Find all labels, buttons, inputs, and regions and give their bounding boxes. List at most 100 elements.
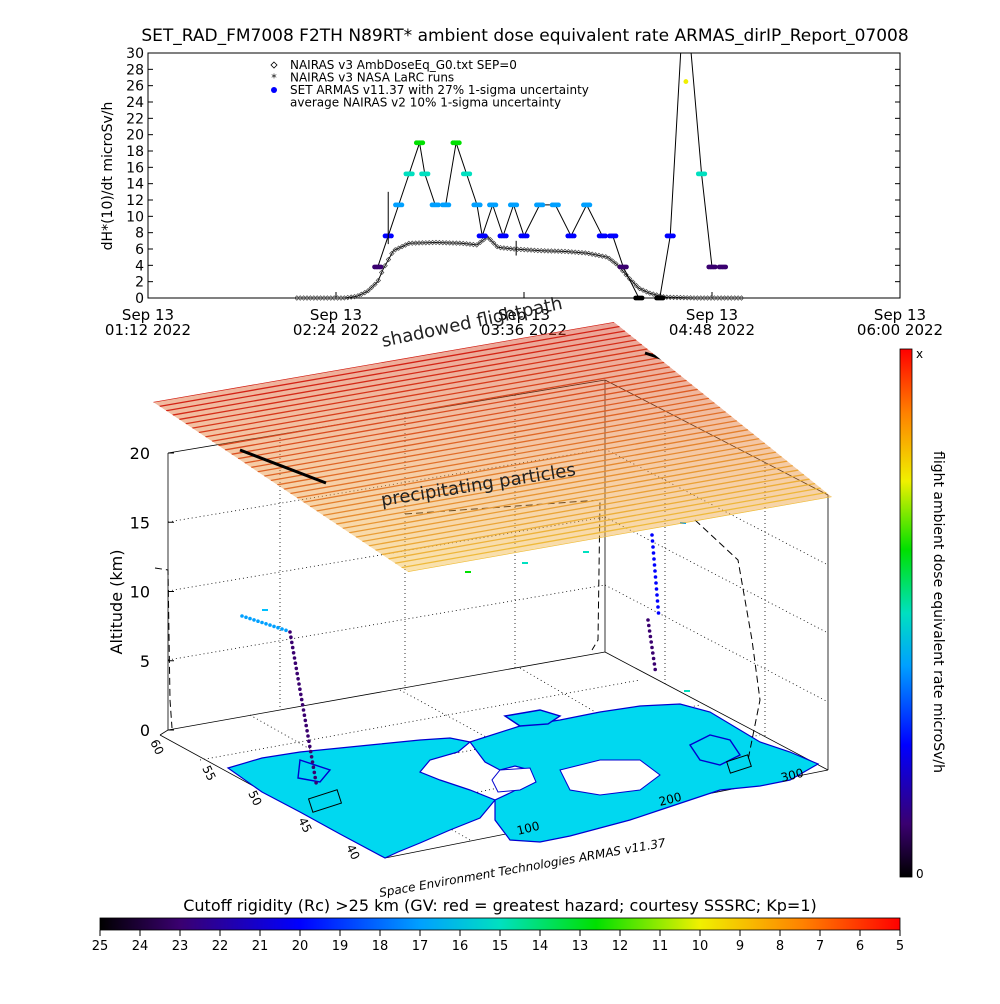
rigidity-tick-label: 13 [572,939,589,954]
nairas-diamond-marker [345,294,351,301]
armas-dot-marker [420,140,426,146]
particle-line [388,482,816,560]
rigidity-colorbar-title: Cutoff rigidity (Rc) >25 km (GV: red = g… [183,896,817,915]
particle-line [237,379,687,460]
nairas-diamond-marker [518,246,524,253]
flight-dot [262,609,268,611]
particle-line [277,406,721,486]
rigidity-colorbar-ticks: 25 24 23 22 21 20 19 18 17 16 15 14 13 12 11 10 9 8 7 6 5 [92,930,904,954]
nairas-diamond-marker [708,295,714,301]
armas-dot-marker [446,202,452,208]
nairas-diamond-marker [297,295,303,301]
flight-dot [291,651,296,655]
particle-line [329,442,766,521]
dose-colorbar-top-label: x [916,347,923,361]
departure-marker [307,789,343,813]
armas-dot-marker [671,233,676,239]
nairas-diamond-marker [609,258,616,264]
nairas-diamond-marker [443,240,449,246]
latitude-tick-label: 60 [147,737,166,757]
nairas-diamond-marker [728,295,735,301]
precipitating-particles-sheet [153,322,832,572]
nairas-diamond-marker [732,295,738,301]
x-tick-label-line2: 04:48 2022 [669,321,755,339]
nairas-diamond-marker [317,295,324,301]
nairas-diamond-marker [687,295,694,301]
particle-line [250,388,698,469]
rigidity-tick-label: 16 [452,939,469,954]
flight-dot [309,755,314,759]
particle-line [283,411,726,490]
dose-colorbar-title: flight ambient dose equivalent rate micr… [930,451,946,773]
armas-dot-marker [399,202,405,208]
gridline [604,516,829,634]
nairas-diamond-marker [718,295,724,301]
particle-line [316,433,754,512]
y-tick-label: 24 [126,95,144,111]
armas-dot-marker [425,171,431,177]
rigidity-tick-label: 12 [612,939,629,954]
flight-dot [303,718,308,723]
nairas-diamond-marker [721,295,728,301]
rigidity-tick-label: 14 [532,939,549,954]
nairas-diamond-marker [355,293,361,299]
rigidity-tick-label: 8 [776,939,784,954]
flight-dot [268,623,272,627]
x-tick-label-line1: Sep 13 [498,306,550,324]
arrival-marker [726,754,752,774]
y-tick-label: 26 [126,79,144,95]
shadowed-flightpath [154,499,761,761]
nairas-diamond-marker [436,239,443,246]
armas-dot-marker [571,233,577,239]
y-tick-label: 6 [135,242,144,258]
nairas-diamond-marker [385,256,392,263]
nairas-diamond-marker [372,281,378,288]
nairas-diamond-marker [538,247,544,254]
latitude-tick-label: 50 [245,788,264,808]
y-tick-label: 14 [126,177,144,193]
armas-dot-marker [503,233,509,239]
flight-dot [650,539,655,543]
legend-asterisk-icon: * [271,72,277,85]
x-tick-label-line2: 02:24 2022 [293,321,379,339]
nairas-diamond-marker [480,237,487,243]
flight-dot [290,645,295,650]
flight-dot [646,618,650,622]
rigidity-tick-label: 15 [492,939,509,954]
particle-line [394,487,821,564]
particle-line [165,330,626,412]
nairas-diamond-marker [524,247,531,253]
armas-dot-marker [456,140,462,146]
particle-line [401,491,827,569]
flight-dot [293,661,298,665]
flight-dot [648,634,653,639]
particle-line [355,460,788,538]
flight-dot [294,666,299,671]
latitude-tick-label: 40 [343,842,362,862]
nairas-diamond-marker [368,284,375,291]
x-tick-label-line1: Sep 13 [874,306,926,324]
armas-dot-marker [639,295,645,301]
nairas-diamond-marker [684,295,690,301]
nairas-diamond-marker [531,247,538,254]
armas-dot-marker [467,171,473,177]
y-tick-label: 10 [126,209,144,225]
greenland [491,767,537,793]
nairas-diamond-marker [681,294,687,301]
nairas-diamond-marker [694,295,701,301]
particle-line [159,325,620,407]
nairas-diamond-marker [562,248,568,255]
flight-dot [651,651,655,655]
dose-colorbar-bottom-label: 0 [916,867,924,881]
armas-dot-marker [389,233,394,239]
longitude-tick-label: 100 [515,819,541,838]
nairas-diamond-marker [677,294,684,301]
flight-dot [240,614,244,618]
nairas-diamond-marker [341,295,348,301]
particle-line [296,420,738,499]
gridline [167,584,606,661]
left-wall-edge [159,453,169,736]
flight-dot [647,629,652,633]
